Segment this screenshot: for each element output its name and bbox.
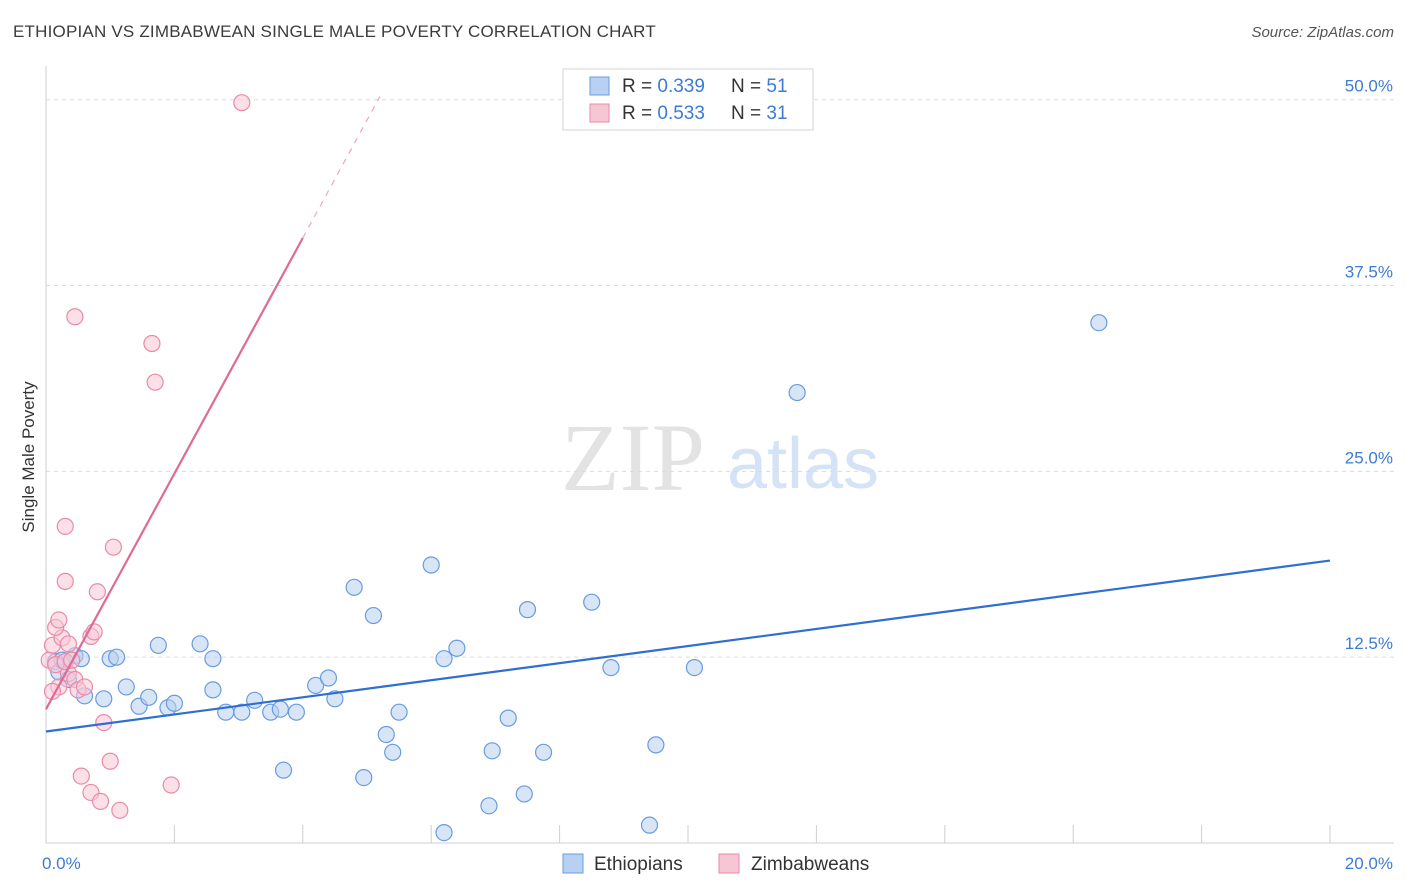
zimbabwean-point xyxy=(88,583,106,601)
ethiopian-point xyxy=(1090,314,1108,332)
ethiopian-point xyxy=(307,676,325,695)
zimbabwean-point xyxy=(66,308,84,326)
ethiopian-point xyxy=(515,785,533,803)
legend-swatch xyxy=(589,76,610,96)
ethiopian-point xyxy=(518,601,537,619)
ethiopian-point xyxy=(246,691,264,709)
zimbabwean-point xyxy=(91,792,110,810)
ethiopian-point xyxy=(191,635,209,653)
legend-bottom: Ethiopians Zimbabweans xyxy=(562,853,869,875)
axis-layer: 0.0% 20.0% xyxy=(42,66,1394,873)
ethiopian-point xyxy=(435,650,453,668)
legend-series-label: Ethiopians xyxy=(594,854,683,875)
ethiopian-point xyxy=(602,658,620,677)
y-tick-label: 25.0% xyxy=(1345,448,1393,467)
ethiopian-point xyxy=(355,768,373,787)
y-tick-label: 50.0% xyxy=(1345,77,1393,96)
zimbabwean-point xyxy=(59,635,78,653)
ethiopian-point xyxy=(233,703,251,721)
ethiopian-point xyxy=(685,658,704,677)
ethiopian-point xyxy=(204,650,222,668)
ethiopian-point xyxy=(319,669,338,687)
source-label: Source: ZipAtlas.com xyxy=(1251,24,1394,41)
legend-swatch-bottom xyxy=(562,853,584,874)
zimbabwean-trend-extension xyxy=(302,96,381,239)
ethiopian-point xyxy=(287,703,305,721)
ethiopian-point xyxy=(390,703,408,721)
ethiopian-point xyxy=(204,681,222,699)
ethiopian-point xyxy=(480,797,498,815)
ethiopian-point xyxy=(377,725,395,744)
zimbabwean-point xyxy=(233,94,251,112)
x-tick-label: 20.0% xyxy=(1345,854,1393,873)
ethiopian-point xyxy=(647,736,665,754)
zimbabwean-point xyxy=(50,611,68,629)
ethiopian-point xyxy=(271,700,289,718)
x-tick-label: 0.0% xyxy=(42,854,81,873)
zimbabwean-trend-line xyxy=(45,237,304,710)
legend-stats: R = 0.339 N = 51 xyxy=(622,76,788,97)
ethiopian-trend-line xyxy=(45,559,1331,733)
ethiopian-point xyxy=(448,639,466,657)
legend-series-label: Zimbabweans xyxy=(751,854,869,875)
ethiopian-point xyxy=(165,694,183,712)
watermark: ZIP atlas xyxy=(561,404,879,511)
ethiopian-point xyxy=(499,709,517,727)
ethiopian-point xyxy=(326,690,344,708)
ethiopian-point xyxy=(384,743,402,761)
trend-layer xyxy=(45,96,1331,733)
legend-stats: R = 0.533 N = 31 xyxy=(622,103,788,124)
ethiopian-point xyxy=(364,606,383,625)
y-tick-label: 37.5% xyxy=(1345,263,1393,282)
watermark-atlas: atlas xyxy=(727,424,879,504)
legend-swatch xyxy=(589,103,610,123)
ethiopian-point xyxy=(108,648,126,666)
watermark-zip: ZIP xyxy=(561,404,705,511)
ethiopian-point xyxy=(117,678,135,696)
legend-swatch-bottom xyxy=(718,853,740,874)
zimbabwean-point xyxy=(72,767,90,785)
ethiopian-point xyxy=(583,593,601,611)
zimbabwean-point xyxy=(56,572,74,590)
zimbabwean-point xyxy=(143,334,161,353)
ethiopian-point xyxy=(95,690,113,708)
ethiopian-point xyxy=(345,578,363,596)
ethiopian-point xyxy=(435,823,453,842)
zimbabwean-point xyxy=(75,678,94,696)
zimbabwean-point xyxy=(111,801,129,819)
legend-top: R = 0.339 N = 51 R = 0.533 N = 31 xyxy=(562,68,814,131)
zimbabwean-point xyxy=(56,517,74,535)
ethiopian-point xyxy=(483,742,501,760)
ethiopian-point xyxy=(788,383,806,402)
ethiopian-point xyxy=(422,556,440,574)
grid-layer: 12.5% 25.0% 37.5% 50.0% xyxy=(46,77,1394,658)
zimbabwean-point xyxy=(146,373,164,391)
ethiopian-point xyxy=(640,816,659,834)
zimbabwean-point xyxy=(101,752,119,770)
ethiopian-point xyxy=(274,761,293,779)
chart-title: ETHIOPIAN VS ZIMBABWEAN SINGLE MALE POVE… xyxy=(13,22,656,41)
zimbabwean-point xyxy=(104,538,123,556)
points-layer xyxy=(40,94,1108,842)
ethiopian-point xyxy=(534,743,553,761)
zimbabwean-point xyxy=(162,776,180,794)
y-axis-label: Single Male Poverty xyxy=(19,381,38,533)
ethiopian-point xyxy=(149,636,167,654)
ethiopian-point xyxy=(140,688,158,706)
y-tick-label: 12.5% xyxy=(1345,634,1393,653)
